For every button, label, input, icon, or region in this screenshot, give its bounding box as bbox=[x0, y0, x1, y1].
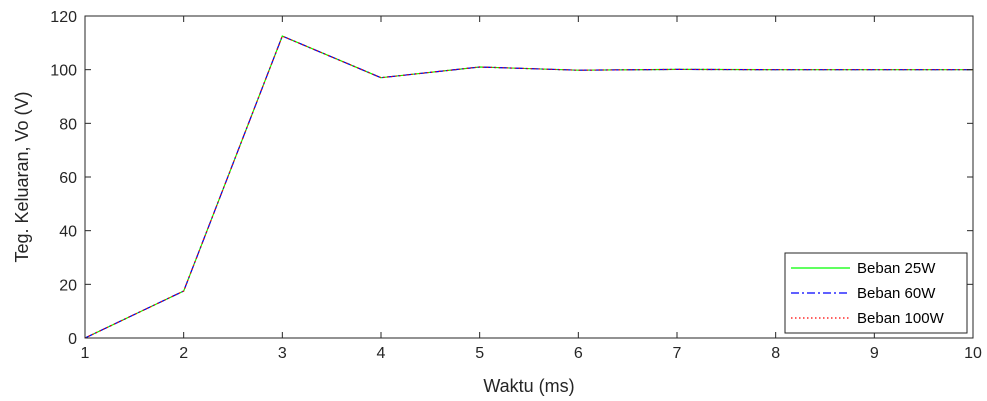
y-tick-label: 80 bbox=[59, 116, 77, 133]
legend-box bbox=[784, 252, 968, 334]
y-tick-label: 60 bbox=[59, 170, 77, 187]
x-tick-label: 3 bbox=[278, 345, 287, 362]
x-tick-label: 5 bbox=[475, 345, 484, 362]
y-tick-label: 40 bbox=[59, 224, 77, 241]
y-tick-label: 100 bbox=[50, 63, 77, 80]
x-axis-title: Waktu (ms) bbox=[483, 376, 574, 396]
x-tick-label: 7 bbox=[673, 345, 682, 362]
legend: Beban 25W Beban 60W Beban 100W bbox=[784, 252, 968, 334]
legend-label: Beban 60W bbox=[857, 285, 936, 302]
y-axis-title: Teg. Keluaran, Vo (V) bbox=[12, 91, 32, 262]
series-line bbox=[84, 35, 973, 339]
x-tick-label: 10 bbox=[964, 345, 982, 362]
legend-label: Beban 25W bbox=[857, 260, 936, 277]
y-tick-label: 0 bbox=[68, 331, 77, 348]
x-tick-label: 1 bbox=[81, 345, 90, 362]
x-tick-label: 2 bbox=[179, 345, 188, 362]
series-layer bbox=[84, 35, 973, 339]
x-tick-label: 9 bbox=[870, 345, 879, 362]
legend-label: Beban 100W bbox=[857, 310, 945, 327]
y-tick-label: 120 bbox=[50, 9, 77, 26]
y-tick-label: 20 bbox=[59, 277, 77, 294]
x-tick-label: 4 bbox=[377, 345, 386, 362]
x-tick-label: 6 bbox=[574, 345, 583, 362]
x-tick-label: 8 bbox=[771, 345, 780, 362]
